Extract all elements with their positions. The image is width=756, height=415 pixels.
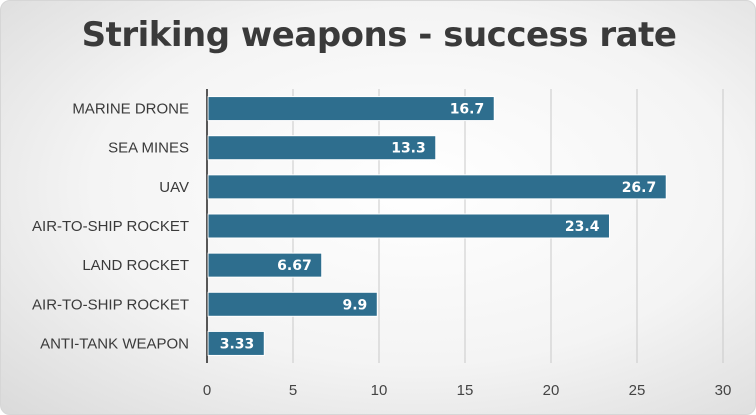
category-label: LAND ROCKET xyxy=(82,257,189,274)
category-label: AIR-TO-SHIP ROCKET xyxy=(32,296,189,313)
data-label: 16.7 xyxy=(450,102,485,118)
bar xyxy=(207,96,495,122)
bar xyxy=(207,174,667,200)
category-label: MARINE DRONE xyxy=(72,101,189,118)
category-label: AIR-TO-SHIP ROCKET xyxy=(32,218,189,235)
x-tick-label: 25 xyxy=(629,382,646,399)
category-label: UAV xyxy=(159,179,189,196)
bar xyxy=(207,213,610,239)
bar xyxy=(207,135,437,161)
x-tick-label: 15 xyxy=(457,382,474,399)
x-tick-label: 0 xyxy=(203,382,211,399)
x-tick-label: 10 xyxy=(371,382,388,399)
data-label: 9.9 xyxy=(342,297,367,313)
category-label: SEA MINES xyxy=(108,140,189,157)
data-label: 23.4 xyxy=(565,219,600,235)
chart-title: Striking weapons - success rate xyxy=(81,15,677,55)
bar xyxy=(207,252,323,278)
data-label: 6.67 xyxy=(277,258,312,274)
category-label: ANTI-TANK WEAPON xyxy=(40,335,189,352)
x-tick-label: 20 xyxy=(543,382,560,399)
bar xyxy=(207,330,265,356)
data-label: 3.33 xyxy=(220,336,255,352)
data-label: 26.7 xyxy=(622,180,657,196)
data-label: 13.3 xyxy=(391,141,426,157)
x-tick-label: 30 xyxy=(715,382,732,399)
bar xyxy=(207,291,378,317)
x-tick-label: 5 xyxy=(289,382,297,399)
